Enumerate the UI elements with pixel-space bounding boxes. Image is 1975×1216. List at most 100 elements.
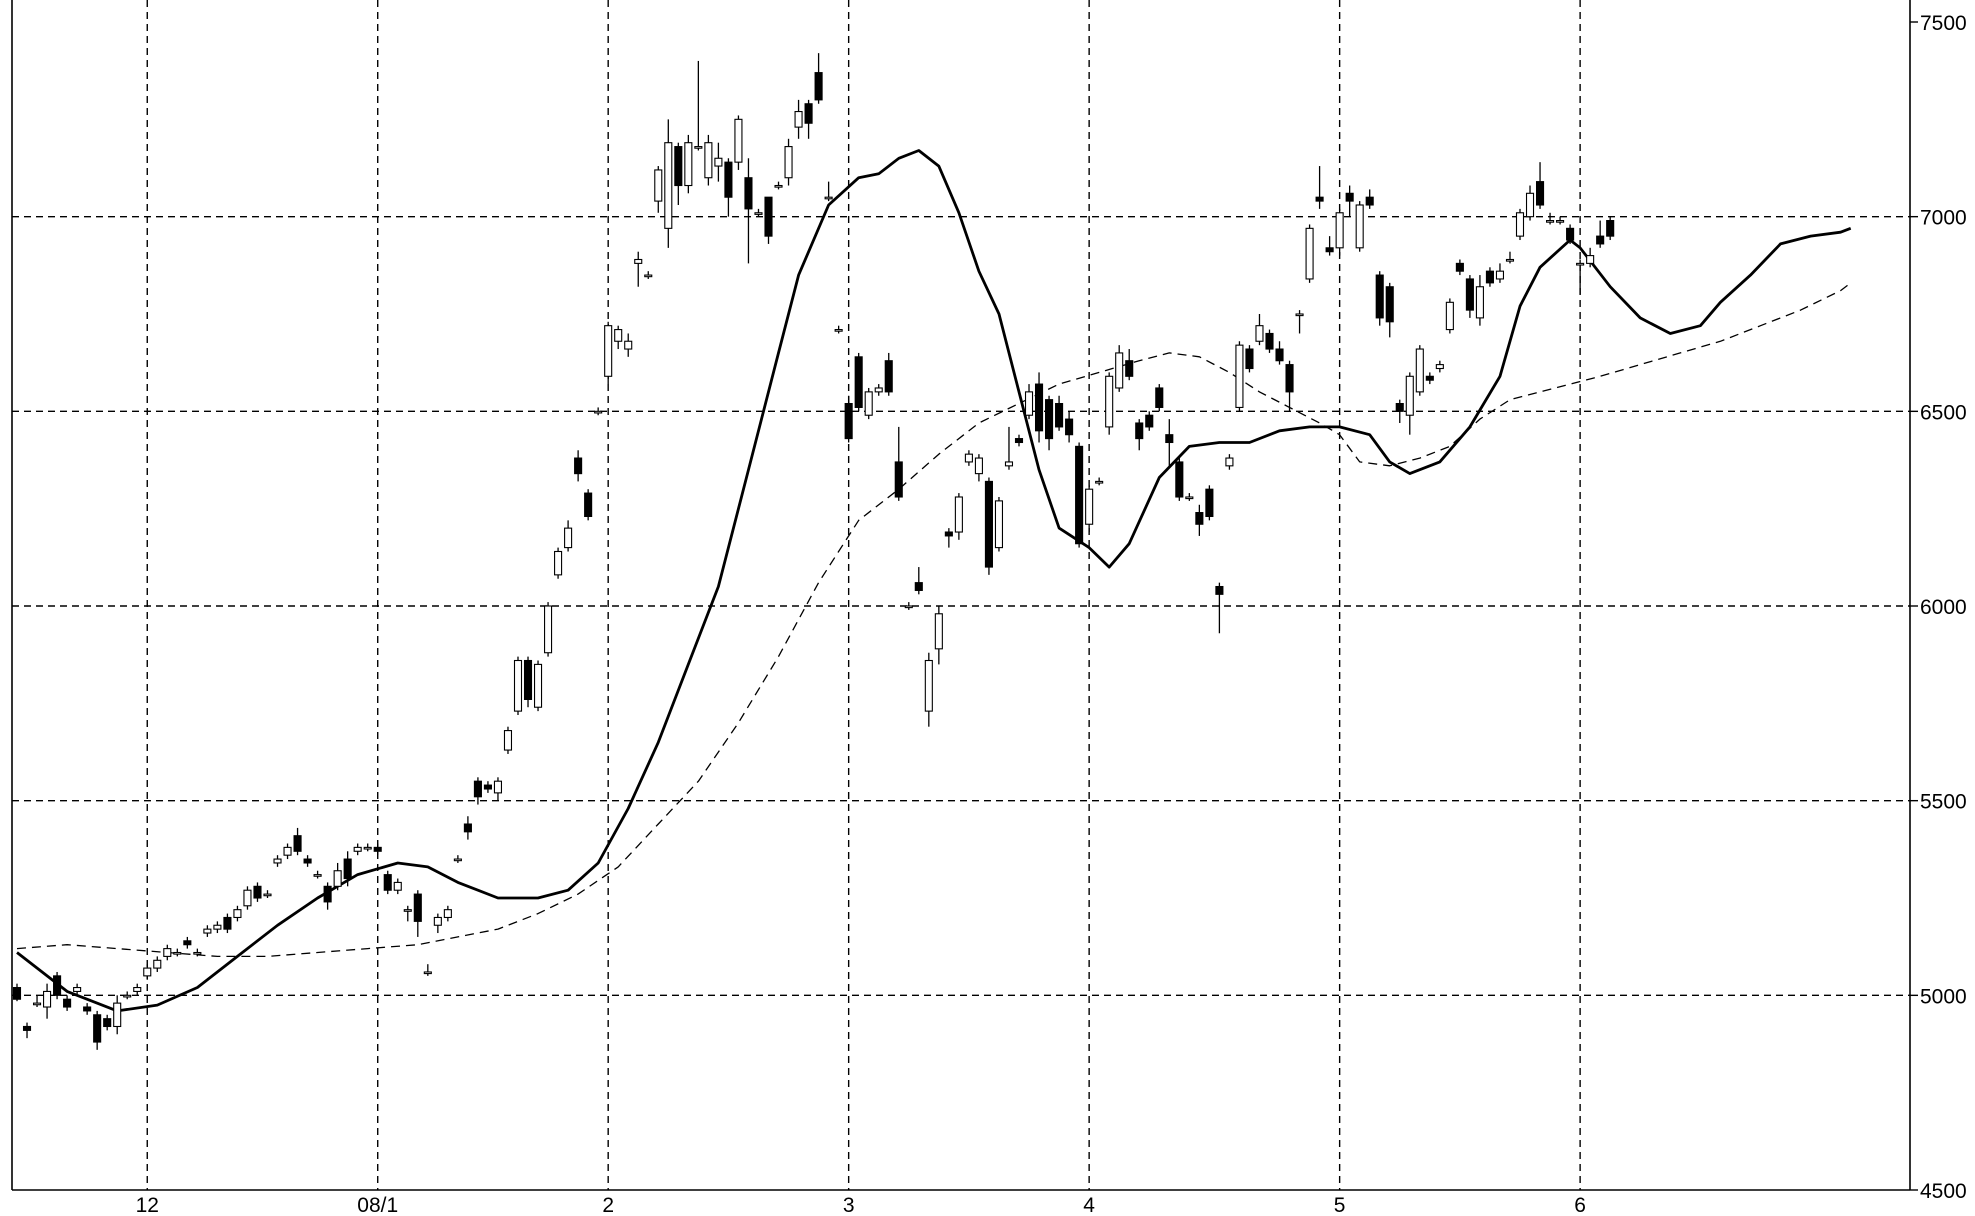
candle: [684, 134, 693, 194]
candle: [333, 862, 342, 891]
candle-body: [1586, 255, 1595, 264]
candle-body: [473, 780, 482, 798]
x-tick-label: 6: [1574, 1194, 1586, 1216]
candle: [173, 948, 182, 957]
candle: [914, 567, 923, 595]
candle: [1034, 372, 1044, 443]
candle-body: [1335, 212, 1344, 249]
candle: [63, 995, 72, 1011]
candle: [1345, 185, 1354, 217]
candle: [73, 983, 82, 996]
candle: [564, 520, 573, 552]
axes: [11, 0, 1918, 1191]
candle: [313, 870, 322, 879]
candle-body: [303, 858, 312, 864]
candle: [814, 53, 823, 104]
candle: [1014, 434, 1024, 447]
candle: [323, 882, 332, 910]
candle-body: [1215, 585, 1224, 595]
candle-body: [644, 274, 653, 278]
candle: [233, 905, 242, 922]
candle: [664, 119, 673, 248]
candle: [824, 181, 833, 202]
candle: [1435, 360, 1444, 373]
candle-body: [22, 1025, 32, 1031]
candle: [784, 138, 793, 186]
candle-body: [273, 858, 282, 864]
candle-body: [1515, 212, 1525, 237]
candle: [1125, 349, 1134, 381]
candle: [123, 991, 132, 1000]
candle: [193, 948, 202, 957]
candle-body: [874, 387, 883, 393]
candle-body: [1465, 278, 1474, 311]
candle: [874, 384, 883, 396]
candle: [714, 142, 723, 182]
candle-body: [1315, 196, 1324, 202]
candle-body: [93, 1014, 102, 1043]
candle-body: [1405, 375, 1414, 416]
candle-body: [433, 916, 442, 926]
candle: [1495, 263, 1505, 283]
candle: [103, 1014, 112, 1031]
candle: [1115, 345, 1124, 392]
candle-body: [854, 356, 863, 408]
candle-body: [694, 146, 703, 149]
candle-body: [574, 457, 583, 475]
candle-body: [1385, 286, 1394, 323]
candle-body: [1115, 352, 1124, 389]
x-tick-label: 5: [1334, 1194, 1346, 1216]
candle-body: [1556, 220, 1565, 223]
candle: [1095, 477, 1104, 486]
candle-body: [423, 971, 432, 975]
candle: [654, 166, 663, 213]
candle-body: [1365, 196, 1374, 206]
candle: [223, 913, 232, 934]
y-tick-label: 7500: [1920, 12, 1967, 35]
candle: [804, 99, 813, 139]
candle-body: [924, 659, 933, 712]
candle-body: [343, 858, 352, 880]
candle: [493, 777, 503, 801]
candle: [263, 890, 272, 898]
candle-body: [1165, 434, 1174, 444]
candle: [604, 321, 613, 385]
candle: [373, 843, 382, 856]
candle: [954, 493, 963, 540]
candle-body: [523, 659, 533, 700]
candle: [674, 142, 683, 205]
candle: [1065, 411, 1074, 443]
candle-body: [944, 531, 953, 537]
candle-body: [1606, 220, 1615, 237]
candle-body: [964, 453, 973, 463]
candle-body: [443, 909, 452, 919]
candle: [1075, 442, 1084, 548]
candle-body: [754, 212, 763, 215]
candle: [483, 781, 492, 793]
candle: [934, 606, 943, 665]
candle: [463, 816, 472, 840]
candle-body: [453, 858, 462, 862]
candle: [774, 181, 783, 190]
candle: [273, 855, 282, 867]
candle-body: [243, 889, 252, 907]
candle: [1055, 395, 1064, 431]
candle: [904, 602, 913, 610]
candle: [1525, 185, 1535, 221]
candle: [1205, 485, 1214, 521]
candle: [764, 196, 773, 244]
candle: [844, 395, 853, 443]
candle: [694, 60, 703, 151]
candle-body: [1435, 364, 1444, 370]
candle: [363, 843, 372, 852]
y-axis-tick-labels: 4500 5000 5500 6000 6500 7000 7500: [1920, 12, 1967, 1203]
candle-body: [1305, 227, 1314, 280]
candle-body: [1295, 313, 1304, 317]
candle-body: [63, 998, 72, 1008]
candle: [754, 208, 763, 217]
candle: [53, 971, 62, 1000]
candle-body: [1095, 480, 1104, 484]
candle: [113, 995, 122, 1035]
candle: [403, 905, 412, 922]
